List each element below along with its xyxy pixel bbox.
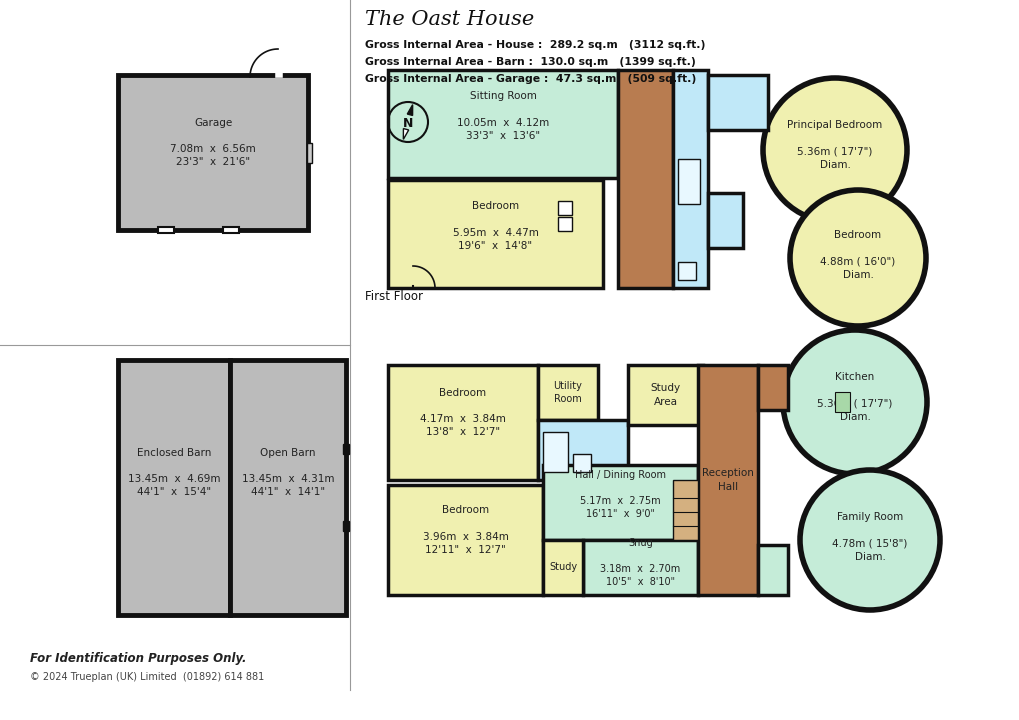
Bar <box>118 75 308 230</box>
Text: First Floor: First Floor <box>365 290 423 303</box>
Text: Reception
Hall: Reception Hall <box>701 469 753 492</box>
Bar <box>387 70 618 178</box>
Bar <box>387 180 602 288</box>
Text: Kitchen

5.36m ( 17'7")
Diam.: Kitchen 5.36m ( 17'7") Diam. <box>816 372 892 422</box>
Bar <box>537 365 597 420</box>
Bar <box>835 392 849 412</box>
Polygon shape <box>407 104 413 115</box>
Text: Gross Internal Area - Barn :  130.0 sq.m   (1399 sq.ft.): Gross Internal Area - Barn : 130.0 sq.m … <box>365 57 695 67</box>
Bar <box>573 454 590 472</box>
Text: Hall / Dining Room

5.17m  x  2.75m
16'11"  x  9'0": Hall / Dining Room 5.17m x 2.75m 16'11" … <box>575 469 665 519</box>
Text: Bedroom

4.88m ( 16'0")
Diam.: Bedroom 4.88m ( 16'0") Diam. <box>819 230 895 280</box>
Bar <box>757 365 788 410</box>
Text: Gross Internal Area - Garage :  47.3 sq.m   (509 sq.ft.): Gross Internal Area - Garage : 47.3 sq.m… <box>365 74 696 84</box>
Bar <box>342 444 348 454</box>
Bar <box>673 70 707 288</box>
Circle shape <box>799 470 940 610</box>
Bar <box>678 159 699 204</box>
Bar <box>583 540 697 595</box>
Polygon shape <box>403 129 409 140</box>
Bar <box>342 521 348 531</box>
Text: Gross Internal Area - House :  289.2 sq.m   (3112 sq.ft.): Gross Internal Area - House : 289.2 sq.m… <box>365 40 705 50</box>
Text: Bedroom

5.95m  x  4.47m
19'6"  x  14'8": Bedroom 5.95m x 4.47m 19'6" x 14'8" <box>452 201 538 251</box>
Bar <box>707 75 767 130</box>
Text: Enclosed Barn

13.45m  x  4.69m
44'1"  x  15'4": Enclosed Barn 13.45m x 4.69m 44'1" x 15'… <box>127 448 220 498</box>
Bar <box>542 432 568 472</box>
Text: © 2024 Trueplan (UK) Limited  (01892) 614 881: © 2024 Trueplan (UK) Limited (01892) 614… <box>30 672 264 682</box>
Text: Utility
Room: Utility Room <box>553 381 582 404</box>
Circle shape <box>790 190 925 326</box>
Text: Garage

7.08m  x  6.56m
23'3"  x  21'6": Garage 7.08m x 6.56m 23'3" x 21'6" <box>170 117 256 167</box>
Text: The Oast House: The Oast House <box>365 10 534 29</box>
Bar <box>542 465 697 540</box>
Circle shape <box>783 330 926 474</box>
Bar <box>229 360 345 615</box>
Circle shape <box>762 78 906 222</box>
Text: Snug

3.18m  x  2.70m
10'5"  x  8'10": Snug 3.18m x 2.70m 10'5" x 8'10" <box>600 538 680 588</box>
Text: Principal Bedroom

5.36m ( 17'7")
Diam.: Principal Bedroom 5.36m ( 17'7") Diam. <box>787 120 881 170</box>
Bar <box>557 217 572 231</box>
Text: Family Room

4.78m ( 15'8")
Diam.: Family Room 4.78m ( 15'8") Diam. <box>832 512 907 562</box>
Text: Study: Study <box>548 562 577 572</box>
Bar <box>537 420 628 480</box>
Text: Bedroom

4.17m  x  3.84m
13'8"  x  12'7": Bedroom 4.17m x 3.84m 13'8" x 12'7" <box>420 387 505 437</box>
Bar <box>697 365 757 595</box>
Text: Open Barn

13.45m  x  4.31m
44'1"  x  14'1": Open Barn 13.45m x 4.31m 44'1" x 14'1" <box>242 448 334 498</box>
Bar <box>387 485 542 595</box>
Bar <box>673 480 697 540</box>
Bar <box>618 70 673 288</box>
Text: For Identification Purposes Only.: For Identification Purposes Only. <box>30 652 247 665</box>
Bar <box>542 540 583 595</box>
Bar <box>678 262 695 280</box>
Bar <box>387 365 537 480</box>
Bar <box>557 201 572 215</box>
Bar <box>223 227 238 233</box>
Bar <box>118 360 229 615</box>
Bar <box>158 227 174 233</box>
Text: Bedroom

3.96m  x  3.84m
12'11"  x  12'7": Bedroom 3.96m x 3.84m 12'11" x 12'7" <box>422 505 507 555</box>
Text: Study
Area: Study Area <box>650 383 680 407</box>
Text: N: N <box>403 117 413 130</box>
Bar <box>628 365 702 425</box>
Bar <box>757 545 788 595</box>
Text: Sitting Room

10.05m  x  4.12m
33'3"  x  13'6": Sitting Room 10.05m x 4.12m 33'3" x 13'6… <box>457 91 548 141</box>
Bar <box>307 143 312 163</box>
Bar <box>707 193 742 248</box>
